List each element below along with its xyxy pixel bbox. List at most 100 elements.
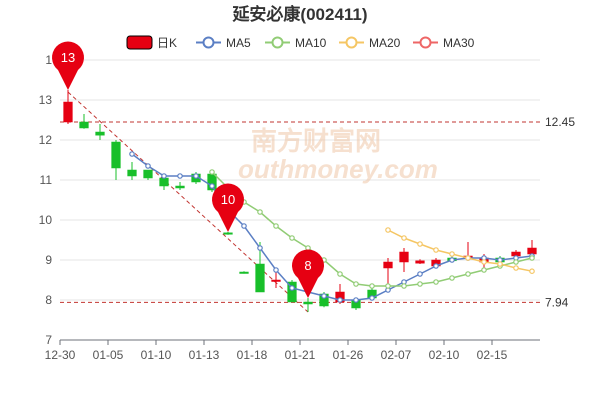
ma5-point — [129, 151, 135, 157]
candle-body[interactable] — [271, 279, 281, 282]
ma5-point — [177, 173, 183, 179]
moving-averages — [129, 151, 535, 303]
candle-body[interactable] — [63, 101, 73, 123]
legend: 日K MA5 MA10 MA20 MA30 — [126, 35, 475, 50]
candle-body[interactable] — [527, 247, 537, 255]
ma20-line — [387, 229, 533, 272]
candle-body[interactable] — [255, 263, 265, 293]
watermark: 南方财富网 outhmoney.com — [238, 126, 438, 184]
chart-title: 延安必康(002411) — [231, 4, 367, 24]
ma20-point — [433, 247, 439, 253]
candle-body[interactable] — [79, 121, 89, 129]
y-tick-label: 12 — [39, 133, 53, 147]
ma10-point — [449, 275, 455, 281]
ma5-point — [273, 267, 279, 273]
ma5-point — [145, 163, 151, 169]
candle-body[interactable] — [383, 261, 393, 269]
trend-line-dashed — [67, 91, 309, 313]
ma10-point — [289, 235, 295, 241]
watermark-en: outhmoney.com — [238, 154, 438, 184]
candle-body[interactable] — [175, 185, 185, 189]
ma20-point — [529, 268, 535, 275]
ref-line-label: 12.45 — [545, 115, 575, 129]
pin-label: 8 — [304, 258, 311, 273]
candle-body[interactable] — [303, 301, 313, 305]
candle-body[interactable] — [287, 281, 297, 303]
candle-body[interactable] — [239, 271, 249, 274]
pin-marker[interactable]: 10 — [211, 183, 244, 232]
reference-lines: 12.45 7.94 — [60, 115, 575, 309]
ma5-point — [369, 295, 375, 301]
y-tick-label: 9 — [45, 253, 52, 267]
ma20-point — [385, 227, 391, 233]
pin-marker[interactable]: 8 — [292, 249, 324, 298]
legend-label: MA20 — [369, 36, 401, 50]
ma20-point — [449, 251, 455, 257]
x-tick-label: 01-13 — [189, 348, 220, 362]
ma5-point — [353, 297, 359, 303]
ma5-point — [241, 223, 247, 229]
legend-dot-icon — [345, 36, 358, 49]
candle-body[interactable] — [415, 260, 425, 264]
candle-body[interactable] — [127, 169, 137, 177]
legend-label: MA10 — [295, 36, 327, 50]
candle-body[interactable] — [223, 232, 233, 235]
ma5-point — [161, 173, 167, 179]
pin-shape — [52, 41, 84, 90]
ma10-point — [481, 267, 487, 273]
x-tick-label: 01-18 — [237, 348, 268, 362]
ma10-point — [401, 283, 407, 289]
ma10-point — [385, 283, 391, 289]
pin-marker[interactable]: 13 — [52, 41, 84, 90]
x-tick-label: 01-21 — [285, 348, 316, 362]
y-tick-label: 13 — [39, 93, 53, 107]
ma5-point — [289, 285, 295, 291]
ma10-point — [209, 169, 215, 175]
ma5-point — [321, 293, 327, 299]
ma10-point — [369, 283, 375, 289]
legend-item-4[interactable]: MA30 — [413, 36, 475, 50]
ma20-point — [481, 259, 487, 265]
markers: 13 10 8 — [52, 41, 324, 298]
y-tick-label: 7 — [45, 333, 52, 347]
x-tick-label: 01-10 — [141, 348, 172, 362]
legend-dot-icon — [419, 36, 432, 49]
x-tick-label: 02-15 — [477, 348, 508, 362]
legend-item-2[interactable]: MA10 — [265, 36, 327, 50]
ma20-point — [465, 255, 471, 261]
candle-body[interactable] — [399, 251, 409, 263]
y-tick-label: 10 — [39, 213, 53, 227]
ma10-point — [257, 209, 263, 215]
legend-label: 日K — [157, 36, 177, 50]
pin-label: 13 — [61, 50, 75, 65]
x-tick-label: 02-07 — [381, 348, 412, 362]
y-axis: 7 8 9 10 11 12 13 1 — [39, 53, 53, 347]
x-tick-label: 12-30 — [45, 348, 76, 362]
candle-body[interactable] — [95, 131, 105, 136]
x-axis: 12-30 01-05 01-10 01-13 01-18 01-21 01-26 02-07… — [45, 339, 540, 362]
y-tick-label: 1 — [45, 53, 52, 67]
candle-body[interactable] — [159, 177, 169, 187]
candle-body[interactable] — [143, 169, 153, 179]
ma20-point — [401, 235, 407, 241]
legend-item-0[interactable]: 日K — [126, 35, 177, 50]
candle-body[interactable] — [111, 141, 121, 169]
ma10-point — [353, 281, 359, 287]
legend-label: MA30 — [443, 36, 475, 50]
pin-shape — [211, 183, 244, 232]
y-tick-label: 11 — [40, 173, 53, 187]
x-tick-label: 01-05 — [93, 348, 124, 362]
legend-item-3[interactable]: MA20 — [339, 36, 401, 50]
legend-item-1[interactable]: MA5 — [196, 36, 251, 50]
ma5-point — [257, 245, 263, 251]
ma10-point — [417, 281, 423, 287]
legend-dot-icon — [202, 36, 215, 49]
ma10-point — [273, 223, 279, 229]
ma10-point — [465, 271, 471, 277]
ma10-point — [337, 271, 343, 277]
x-tick-label: 02-10 — [429, 348, 460, 362]
candles — [63, 90, 537, 312]
legend-dot-icon — [271, 36, 284, 49]
ma5-point — [209, 183, 215, 189]
ma20-point — [497, 261, 503, 267]
